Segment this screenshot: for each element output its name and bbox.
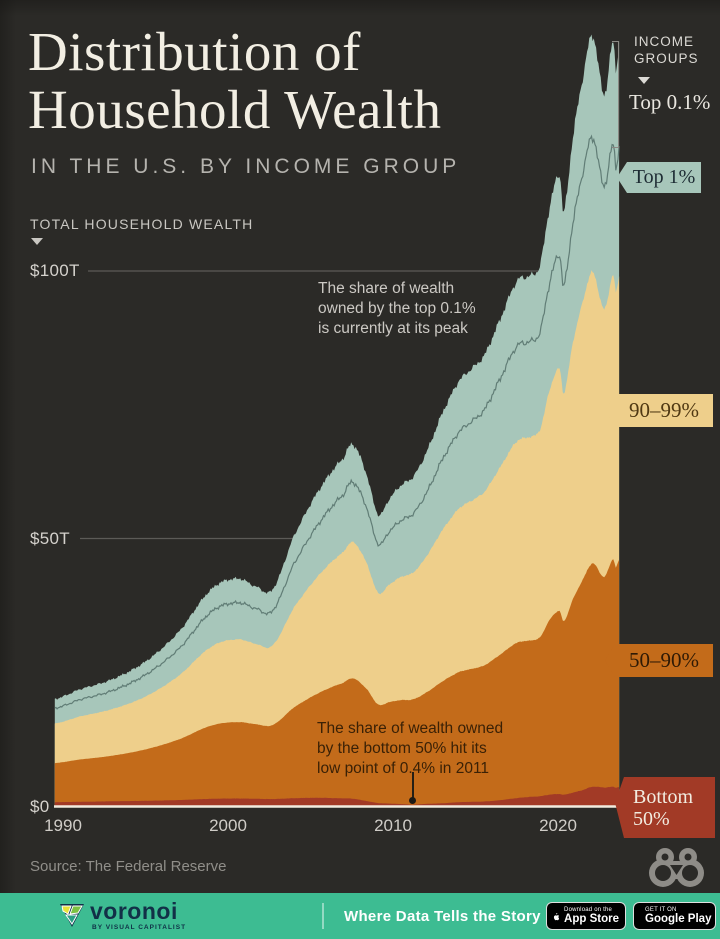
legend-chip-50-90: 50–90% [605, 644, 713, 677]
annotation-pointer-line [412, 772, 414, 799]
appstore-badge-line1: Download on the [564, 906, 613, 913]
appstore-badge-line2: App Store [564, 912, 619, 925]
appstore-badge[interactable]: Download on the App Store [546, 902, 626, 930]
voronoi-wordmark: voronoi [90, 898, 178, 924]
voronoi-logo-icon [60, 904, 84, 927]
page-title-line1: Distribution of [28, 21, 361, 82]
down-triangle-icon [638, 77, 650, 84]
voronoi-byline: BY VISUAL CAPITALIST [92, 924, 187, 931]
y-axis-title: TOTAL HOUSEHOLD WEALTH [30, 216, 254, 232]
legend-heading: INCOME GROUPS [634, 34, 699, 66]
legend-chip-bottom50: Bottom 50% [615, 777, 715, 838]
googleplay-badge-line1: GET IT ON [645, 906, 677, 913]
page-subtitle: IN THE U.S. BY INCOME GROUP [31, 155, 461, 178]
footer-divider [322, 903, 324, 929]
stacked-areas [54, 34, 620, 807]
googleplay-badge[interactable]: GET IT ON Google Play [633, 902, 716, 930]
y-tick-0: $0 [30, 797, 50, 816]
top-0point1-line [54, 134, 620, 710]
page-title-line2: Household Wealth [28, 79, 442, 140]
annotation-top-0point1: The share of wealth owned by the top 0.1… [318, 280, 476, 337]
x-tick-2020: 2020 [539, 816, 577, 835]
annotation-bottom50: The share of wealth owned by the bottom … [317, 720, 504, 777]
annotation-pointer-dot [409, 797, 416, 804]
googleplay-badge-line2: Google Play [645, 912, 712, 925]
x-tick-1990: 1990 [44, 816, 82, 835]
legend-chip-90-99: 90–99% [605, 394, 713, 427]
legend-top-0point1-label: Top 0.1% [629, 90, 711, 114]
down-triangle-icon [31, 238, 43, 245]
x-tick-2010: 2010 [374, 816, 412, 835]
apple-icon [553, 913, 560, 921]
top-0point1-bracket [612, 41, 619, 148]
area-bottom-50- [54, 786, 620, 806]
y-tick-50T: $50T [30, 529, 70, 548]
x-tick-2000: 2000 [209, 816, 247, 835]
area-50-90- [54, 559, 620, 806]
footer-tagline: Where Data Tells the Story [344, 908, 541, 925]
y-tick-100T: $100T [30, 261, 80, 280]
legend-chip-top1: Top 1% [617, 162, 701, 193]
source-note: Source: The Federal Reserve [30, 858, 227, 875]
binoculars-logo-icon [649, 848, 704, 887]
